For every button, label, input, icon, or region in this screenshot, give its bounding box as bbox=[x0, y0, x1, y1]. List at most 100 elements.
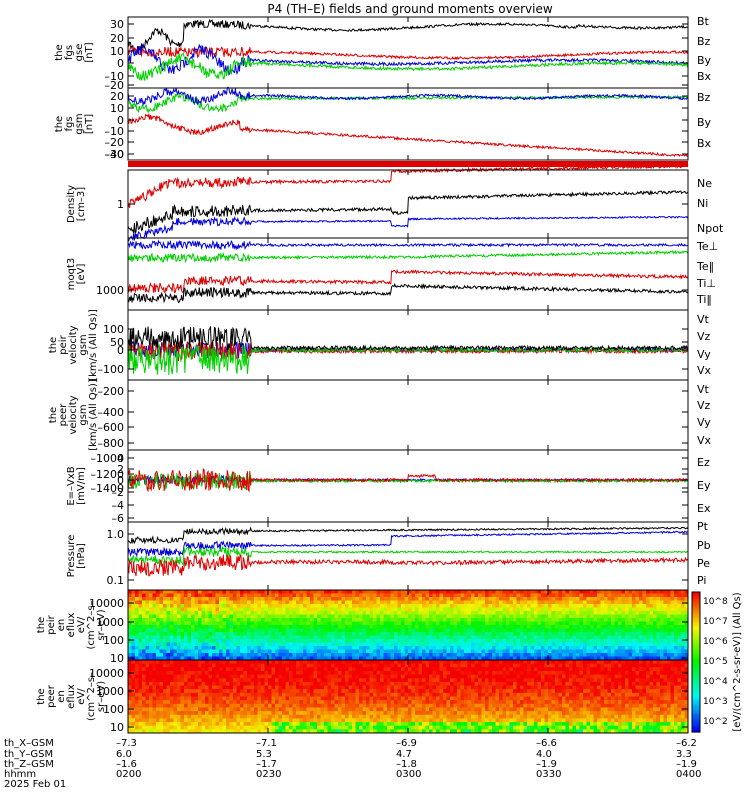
spectrogram-cell bbox=[376, 674, 381, 679]
spectrogram-cell bbox=[208, 593, 213, 598]
spectrogram-cell bbox=[516, 614, 521, 619]
spectrogram-cell bbox=[198, 632, 202, 636]
spectrogram-cell bbox=[222, 711, 227, 716]
spectrogram-cell bbox=[411, 635, 416, 640]
spectrogram-cell bbox=[142, 632, 146, 636]
spectrogram-cell bbox=[348, 628, 353, 633]
spectrogram-cell bbox=[229, 607, 234, 612]
spectrogram-cell bbox=[362, 714, 367, 719]
spectrogram-cell bbox=[383, 632, 388, 636]
spectrogram-cell bbox=[453, 618, 458, 622]
spectrogram-cell bbox=[380, 590, 384, 594]
spectrogram-cell bbox=[653, 600, 657, 605]
spectrogram-cell bbox=[359, 646, 363, 650]
spectrogram-cell bbox=[478, 597, 482, 601]
spectrogram-cell bbox=[499, 593, 503, 598]
spectrogram-cell bbox=[446, 600, 451, 605]
spectrogram-cell bbox=[268, 653, 272, 657]
spectrogram-cell bbox=[229, 700, 234, 705]
spectrogram-cell bbox=[488, 632, 493, 636]
spectrogram-cell bbox=[149, 678, 153, 683]
spectrogram-cell bbox=[541, 590, 545, 594]
spectrogram-cell bbox=[180, 642, 185, 647]
spectrogram-cell bbox=[397, 646, 402, 650]
spectrogram-cell bbox=[208, 621, 213, 626]
spectrogram-cell bbox=[313, 729, 318, 734]
spectrogram-cell bbox=[397, 656, 402, 661]
spectrogram-cell bbox=[670, 635, 675, 640]
spectrogram-cell bbox=[341, 642, 346, 647]
spectrogram-cell bbox=[222, 718, 227, 723]
spectrogram-cell bbox=[149, 663, 153, 668]
spectrogram-cell bbox=[401, 625, 405, 629]
spectrogram-cell bbox=[327, 611, 332, 615]
spectrogram-cell bbox=[408, 649, 412, 654]
spectrogram-cell bbox=[191, 689, 195, 694]
spectrogram-cell bbox=[534, 618, 538, 622]
spectrogram-cell bbox=[345, 632, 349, 636]
spectrogram-cell bbox=[285, 725, 290, 730]
spectrogram-cell bbox=[541, 653, 545, 657]
spectrogram-cell bbox=[226, 663, 230, 668]
spectrogram-cell bbox=[163, 656, 167, 661]
spectrogram-cell bbox=[576, 593, 580, 598]
spectrogram-cell bbox=[306, 614, 311, 619]
spectrogram-cell bbox=[548, 649, 552, 654]
spectrogram-cell bbox=[142, 681, 146, 687]
spectrogram-cell bbox=[299, 656, 304, 661]
spectrogram-cell bbox=[180, 725, 185, 730]
spectrogram-cell bbox=[205, 611, 209, 615]
spectrogram-cell bbox=[278, 663, 283, 668]
spectrogram-cell bbox=[565, 590, 570, 594]
spectrogram-cell bbox=[149, 600, 153, 605]
spectrogram-cell bbox=[219, 597, 223, 601]
spectrogram-cell bbox=[268, 692, 272, 697]
spectrogram-cell bbox=[373, 653, 377, 657]
spectrogram-cell bbox=[222, 639, 227, 643]
spectrogram-cell bbox=[338, 593, 342, 598]
spectrogram-cell bbox=[425, 597, 430, 601]
spectrogram-cell bbox=[194, 714, 199, 719]
spectrogram-cell bbox=[516, 625, 521, 629]
spectrogram-cell bbox=[268, 625, 272, 629]
spectrogram-cell bbox=[604, 604, 608, 608]
spectrogram-cell bbox=[639, 656, 643, 661]
spectrogram-cell bbox=[264, 628, 269, 633]
spectrogram-cell bbox=[366, 660, 370, 665]
spectrogram-cell bbox=[499, 597, 503, 601]
spectrogram-cell bbox=[366, 689, 370, 694]
spectrogram-cell bbox=[408, 656, 412, 661]
spectrogram-cell bbox=[268, 656, 272, 661]
spectrogram-cell bbox=[159, 700, 164, 705]
spectrogram-cell bbox=[450, 625, 454, 629]
spectrogram-cell bbox=[492, 625, 496, 629]
spectrogram-cell bbox=[243, 639, 248, 643]
spectrogram-cell bbox=[215, 656, 220, 661]
spectrogram-cell bbox=[264, 725, 269, 730]
spectrogram-cell bbox=[215, 621, 220, 626]
spectrogram-cell bbox=[268, 649, 272, 654]
spectrogram-cell bbox=[282, 700, 286, 705]
spectrogram-cell bbox=[387, 635, 391, 640]
spectrogram-cell bbox=[222, 649, 227, 654]
spectrogram-cell bbox=[198, 674, 202, 679]
spectrogram-cell bbox=[247, 718, 251, 723]
spectrogram-cell bbox=[352, 597, 356, 601]
spectrogram-cell bbox=[523, 593, 528, 598]
spectrogram-cell bbox=[184, 590, 188, 594]
spectrogram-cell bbox=[222, 646, 227, 650]
spectrogram-cell bbox=[205, 722, 209, 727]
spectrogram-cell bbox=[229, 692, 234, 697]
series-line-0 bbox=[127, 526, 689, 545]
spectrogram-cell bbox=[201, 729, 206, 734]
spectrogram-cell bbox=[513, 597, 517, 601]
spectrogram-cell bbox=[429, 597, 433, 601]
spectrogram-cell bbox=[292, 618, 297, 622]
spectrogram-cell bbox=[264, 611, 269, 615]
spectrogram-cell bbox=[548, 590, 552, 594]
spectrogram-cell bbox=[152, 660, 157, 665]
spectrogram-cell bbox=[649, 632, 654, 636]
legend-entry: Ti⊥ bbox=[696, 277, 716, 290]
spectrogram-cell bbox=[394, 639, 398, 643]
spectrogram-cell bbox=[656, 593, 661, 598]
